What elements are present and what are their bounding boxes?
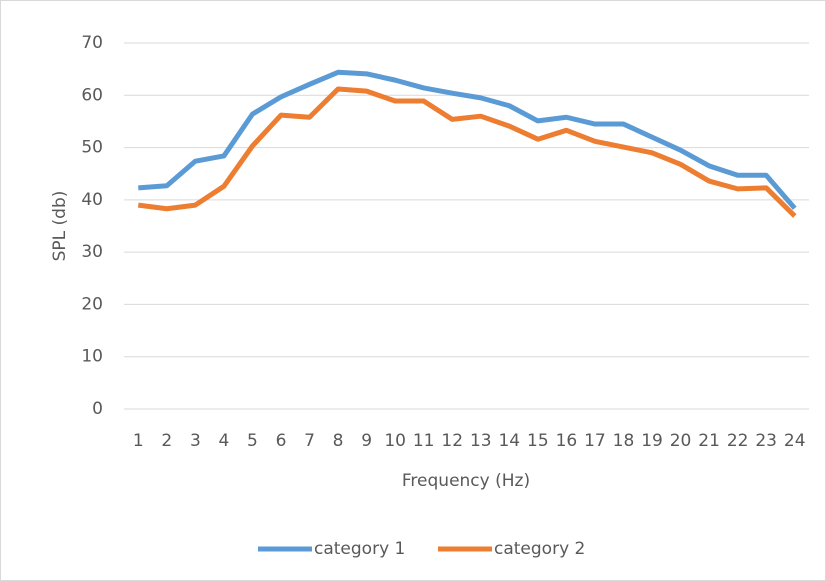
- x-tick-label: 9: [361, 431, 372, 451]
- legend-label: category 1: [314, 539, 405, 559]
- y-tick-label: 20: [81, 294, 103, 314]
- y-tick-label: 50: [81, 138, 103, 158]
- x-tick-label: 15: [527, 431, 549, 451]
- x-tick-label: 3: [190, 431, 201, 451]
- x-tick-label: 2: [161, 431, 172, 451]
- x-tick-label: 4: [218, 431, 229, 451]
- x-tick-label: 20: [670, 431, 692, 451]
- x-tick-label: 19: [641, 431, 663, 451]
- x-tick-label: 12: [441, 431, 463, 451]
- x-tick-label: 18: [613, 431, 635, 451]
- series-line: [137, 86, 797, 218]
- legend-label: category 2: [494, 539, 585, 559]
- y-tick-label: 60: [81, 85, 103, 105]
- y-axis-label: SPL (db): [50, 191, 70, 262]
- x-tick-label: 7: [304, 431, 315, 451]
- series-line: [138, 69, 797, 210]
- x-tick-label: 13: [470, 431, 492, 451]
- y-tick-label: 40: [81, 190, 103, 210]
- x-tick-label: 10: [384, 431, 406, 451]
- x-tick-label: 24: [784, 431, 806, 451]
- x-tick-label: 17: [584, 431, 606, 451]
- x-tick-label: 8: [333, 431, 344, 451]
- x-tick-label: 22: [727, 431, 749, 451]
- x-tick-label: 23: [755, 431, 777, 451]
- y-tick-label: 70: [81, 33, 103, 53]
- x-tick-label: 6: [276, 431, 287, 451]
- y-tick-label: 30: [81, 242, 103, 262]
- x-tick-label: 16: [556, 431, 578, 451]
- y-tick-label: 0: [92, 399, 103, 419]
- y-tick-label: 10: [81, 347, 103, 367]
- x-tick-label: 5: [247, 431, 258, 451]
- x-axis-label: Frequency (Hz): [402, 471, 530, 491]
- x-tick-label: 11: [413, 431, 435, 451]
- x-tick-label: 21: [698, 431, 720, 451]
- x-tick-label: 1: [133, 431, 144, 451]
- x-tick-label: 14: [498, 431, 520, 451]
